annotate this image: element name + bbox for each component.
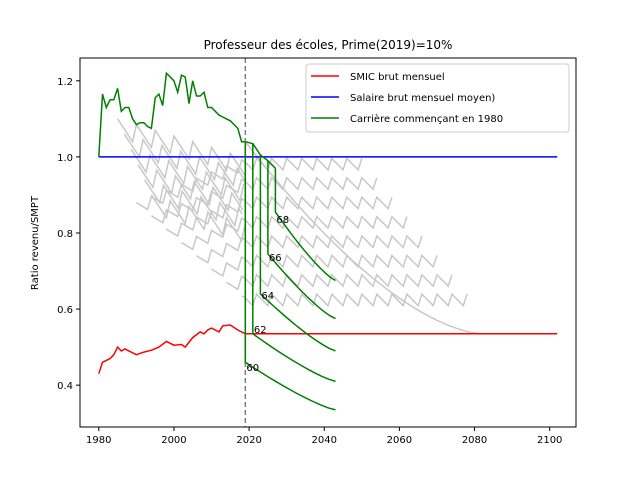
retirement-curve-62 bbox=[252, 143, 336, 383]
legend-label: Salaire brut mensuel moyen) bbox=[350, 93, 495, 104]
chart-title: Professeur des écoles, Prime(2019)=10% bbox=[204, 38, 453, 52]
x-axis: 1980 2000 2020 2040 2060 2080 2100 bbox=[86, 427, 562, 446]
grey-career-line bbox=[150, 194, 247, 243]
legend: SMIC brut mensuel Salaire brut mensuel mo… bbox=[305, 63, 570, 133]
y-tick-label: 0.6 bbox=[57, 305, 73, 316]
y-tick-label: 0.8 bbox=[57, 229, 73, 240]
retirement-curve-64 bbox=[259, 155, 336, 352]
grey-career-line bbox=[196, 234, 423, 264]
grey-career-line bbox=[241, 292, 468, 308]
plot-area: 60 62 64 66 68 bbox=[98, 58, 558, 427]
retirement-curve-60 bbox=[244, 141, 336, 411]
x-tick-label: 2060 bbox=[387, 435, 412, 446]
grey-career-line bbox=[166, 195, 393, 238]
other-careers-group bbox=[116, 118, 483, 335]
grey-career-line bbox=[130, 148, 245, 203]
grey-career-line bbox=[151, 176, 378, 224]
retirement-age-label: 60 bbox=[246, 363, 259, 374]
legend-box bbox=[305, 63, 570, 133]
y-axis: 0.4 0.6 0.8 1.0 1.2 bbox=[57, 77, 80, 392]
legend-label: Carrière commençant en 1980 bbox=[350, 113, 503, 125]
x-tick-label: 2040 bbox=[312, 435, 337, 446]
grey-career-line bbox=[226, 273, 453, 291]
x-tick-label: 2000 bbox=[161, 435, 186, 446]
retirement-curves-group bbox=[244, 140, 336, 411]
x-tick-label: 1980 bbox=[86, 435, 111, 446]
x-tick-label: 2100 bbox=[537, 435, 562, 446]
y-tick-label: 0.4 bbox=[57, 381, 73, 392]
retirement-age-label: 66 bbox=[269, 253, 282, 264]
y-axis-label: Ratio revenu/SMPT bbox=[30, 195, 41, 290]
retirement-age-label: 62 bbox=[254, 325, 267, 336]
grey-career-line bbox=[181, 215, 408, 251]
y-tick-label: 1.2 bbox=[57, 77, 73, 88]
annotations-group: 60 62 64 66 68 bbox=[246, 215, 289, 374]
plot-frame bbox=[79, 57, 577, 428]
x-tick-label: 2080 bbox=[462, 435, 487, 446]
legend-label: SMIC brut mensuel bbox=[350, 72, 445, 83]
retirement-age-label: 64 bbox=[261, 291, 274, 302]
grey-envelope-line bbox=[244, 141, 483, 335]
retirement-age-label: 68 bbox=[276, 215, 289, 226]
grey-career-line bbox=[116, 118, 246, 177]
y-tick-label: 1.0 bbox=[57, 153, 73, 164]
grey-career-line bbox=[136, 156, 363, 211]
grey-career-line bbox=[211, 253, 438, 278]
series-line-smic bbox=[98, 324, 558, 374]
retirement-curve-68 bbox=[274, 168, 336, 282]
retirement-curve-66 bbox=[267, 160, 336, 320]
x-tick-label: 2020 bbox=[236, 435, 261, 446]
series-line-carriere bbox=[98, 71, 246, 157]
retirement-top-line bbox=[245, 140, 276, 169]
